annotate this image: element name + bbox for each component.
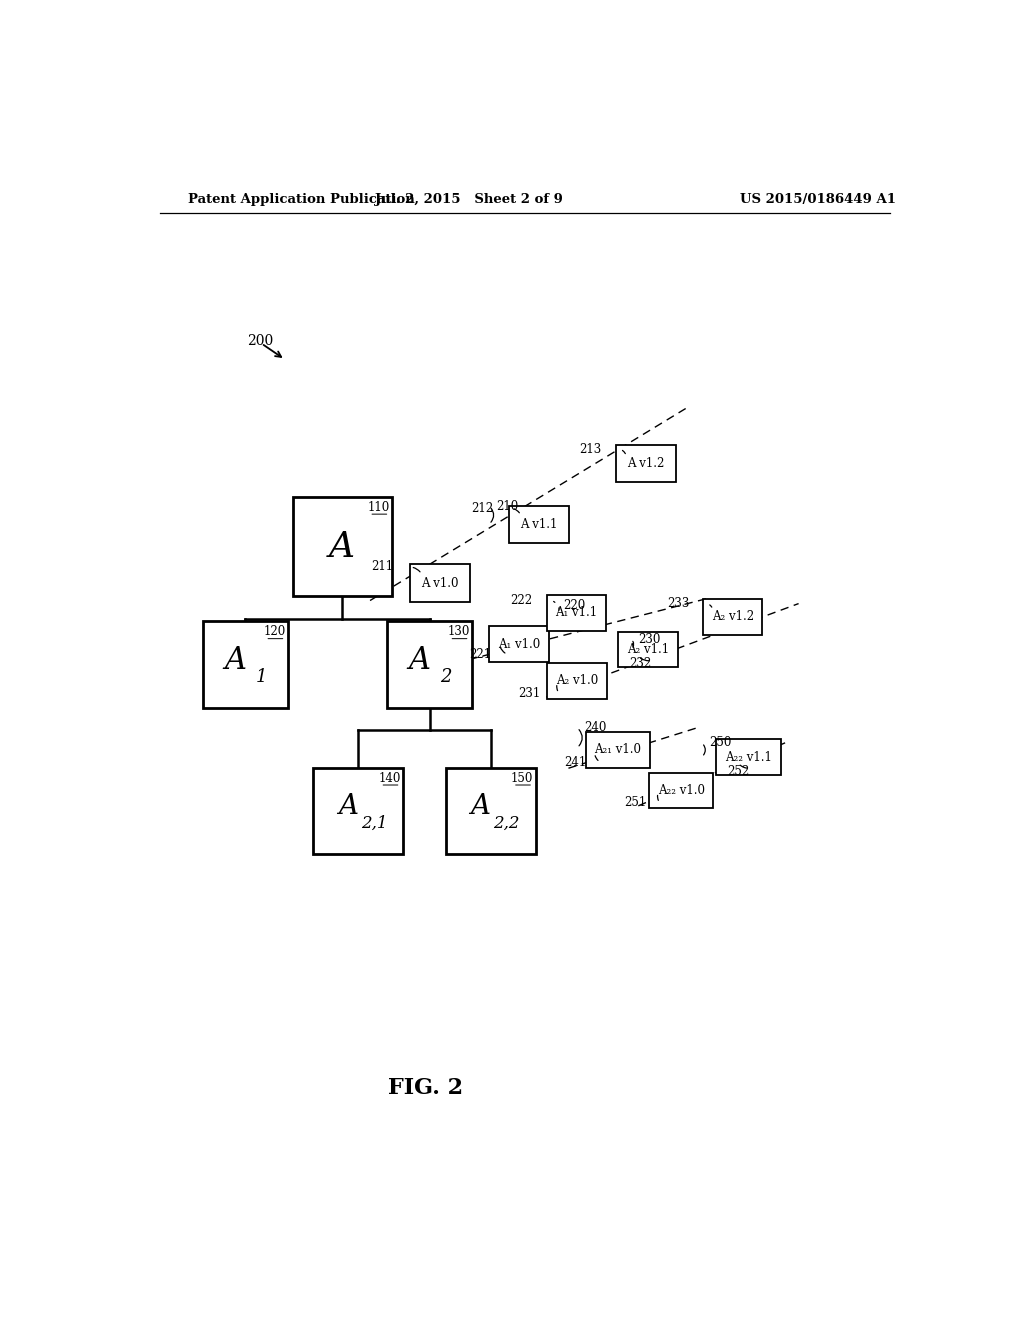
Text: A₂₁ v1.0: A₂₁ v1.0	[594, 743, 641, 756]
Text: 211: 211	[371, 561, 393, 573]
Text: 210: 210	[497, 499, 518, 512]
Text: A v1.1: A v1.1	[520, 517, 558, 531]
Text: Jul. 2, 2015   Sheet 2 of 9: Jul. 2, 2015 Sheet 2 of 9	[376, 193, 563, 206]
Text: 232: 232	[630, 657, 652, 671]
Text: A: A	[338, 793, 357, 820]
Bar	[717, 739, 780, 775]
Text: A₁ v1.0: A₁ v1.0	[498, 638, 541, 651]
Text: US 2015/0186449 A1: US 2015/0186449 A1	[740, 193, 896, 206]
Bar	[618, 631, 678, 667]
Text: 1: 1	[256, 668, 267, 686]
Text: A: A	[409, 645, 430, 676]
Bar	[586, 733, 650, 768]
Text: A v1.2: A v1.2	[628, 457, 665, 470]
Text: 2: 2	[439, 668, 452, 686]
Text: A₂₂ v1.1: A₂₂ v1.1	[725, 751, 772, 763]
Text: 252: 252	[727, 764, 750, 777]
Text: 230: 230	[638, 632, 660, 645]
Bar	[411, 565, 470, 602]
Text: 140: 140	[378, 772, 400, 785]
Text: 233: 233	[667, 597, 689, 610]
Text: 240: 240	[585, 721, 606, 734]
Text: 241: 241	[564, 755, 587, 768]
Bar	[489, 627, 549, 663]
Bar	[387, 622, 472, 708]
Bar	[509, 506, 569, 543]
Text: 250: 250	[709, 737, 731, 750]
Text: 222: 222	[511, 594, 532, 607]
Text: A v1.0: A v1.0	[421, 577, 459, 590]
Text: 130: 130	[447, 626, 470, 639]
Text: 110: 110	[368, 500, 389, 513]
Text: A₂ v1.1: A₂ v1.1	[627, 643, 669, 656]
Text: 2,2: 2,2	[494, 814, 520, 832]
Text: 220: 220	[563, 599, 586, 612]
Bar	[649, 772, 714, 808]
Text: A₂₂ v1.0: A₂₂ v1.0	[657, 784, 705, 797]
Text: FIG. 2: FIG. 2	[388, 1077, 463, 1100]
Text: 221: 221	[469, 648, 492, 661]
Text: 231: 231	[518, 686, 541, 700]
Bar	[547, 595, 606, 631]
Text: 150: 150	[511, 772, 534, 785]
Bar	[445, 768, 536, 854]
Bar	[313, 768, 403, 854]
Text: 251: 251	[624, 796, 646, 809]
Text: 200: 200	[247, 334, 273, 348]
Text: 212: 212	[471, 502, 494, 515]
Bar	[702, 599, 763, 635]
Bar	[616, 445, 676, 482]
Text: A: A	[329, 529, 355, 564]
Text: A₂ v1.2: A₂ v1.2	[712, 610, 754, 623]
Text: 2,1: 2,1	[360, 814, 387, 832]
Bar	[203, 622, 288, 708]
Text: A: A	[224, 645, 246, 676]
Text: A: A	[470, 793, 490, 820]
Text: A₁ v1.1: A₁ v1.1	[555, 606, 597, 619]
Text: 213: 213	[580, 442, 602, 455]
Text: A₂ v1.0: A₂ v1.0	[556, 675, 598, 688]
Bar	[293, 496, 392, 597]
Text: 120: 120	[263, 626, 286, 639]
Bar	[548, 663, 607, 698]
Text: Patent Application Publication: Patent Application Publication	[187, 193, 415, 206]
